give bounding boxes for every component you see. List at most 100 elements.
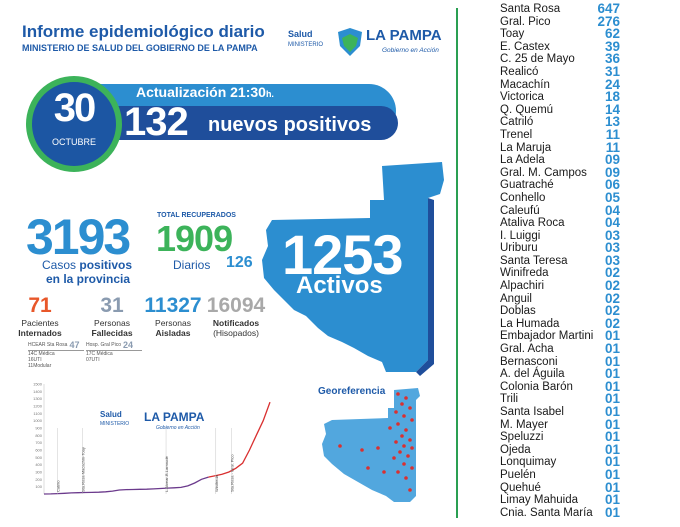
hospital-note-title: Hosp. Gral Pico: [86, 342, 122, 348]
locality-count: 03: [604, 240, 620, 256]
hospital-note-gral-pico: Hosp. Gral Pico 24 17C Médica 07UTI: [86, 340, 142, 363]
locality-count: 01: [604, 328, 620, 344]
hospital-note-line: 07UTI: [86, 357, 100, 363]
locality-count: 31: [604, 63, 620, 79]
georef-dots: [338, 392, 414, 492]
locality-name: La Humada: [500, 317, 560, 330]
stat-label-line: Internados: [18, 328, 62, 338]
locality-count: 02: [604, 278, 620, 294]
locality-row: Puelén 01: [500, 466, 620, 482]
y-tick-label: 1500: [33, 382, 43, 387]
locality-row: I. Luiggi 03: [500, 227, 620, 243]
locality-name: A. del Águila: [500, 368, 565, 381]
locality-name: Q. Quemú: [500, 103, 554, 116]
annotation-label: Winifreda: [214, 474, 219, 492]
locality-name: Bernasconi: [500, 355, 558, 368]
locality-name: Macachín: [500, 78, 550, 91]
locality-name: Catriló: [500, 116, 534, 129]
locality-name: La Maruja: [500, 141, 552, 154]
annotation-label: Sta.Rosa - Gral. Pico: [230, 454, 235, 492]
stat-isolated-value: 11327: [144, 294, 202, 317]
locality-row: Santa Teresa 03: [500, 254, 620, 268]
locality-row: Alpachiri 02: [500, 278, 620, 294]
locality-name: Speluzzi: [500, 431, 544, 444]
locality-row: Guatraché 06: [500, 178, 620, 192]
update-time: Actualización 21:30h.: [136, 84, 274, 100]
locality-row: M. Mayer 01: [500, 417, 620, 432]
locality-row: Gral. Pico 276: [500, 13, 620, 29]
stat-hospitalized-value: 71: [28, 294, 52, 317]
locality-count: 01: [604, 479, 620, 495]
recovered-count: 1909: [156, 218, 233, 259]
locality-count: 03: [604, 227, 620, 243]
locality-count: 39: [604, 38, 620, 54]
cases-province-label: en la provincia: [46, 272, 131, 286]
hospital-note-santa-rosa: HCEAR Sta Rosa 47 14C Médica 16UTI 11Mod…: [28, 340, 84, 369]
locality-name: Santa Isabel: [500, 406, 564, 418]
locality-row: Limay Mahuida 01: [500, 493, 620, 507]
active-cases-chart: 100 200 300 400 500 600 700 800 900 1000 1100 1200 1…: [33, 382, 271, 495]
locality-count: 02: [604, 303, 620, 319]
locality-row: Cnia. Santa María 01: [500, 506, 620, 520]
locality-name: Embajador Martini: [500, 330, 594, 343]
stat-label-line: (Hisopados): [213, 328, 259, 338]
georef-province: [322, 388, 420, 502]
locality-row: Quehué 01: [500, 479, 620, 495]
logo-gobierno: Gobierno en Acción: [382, 47, 439, 54]
locality-count: 04: [604, 202, 620, 218]
locality-row: A. del Águila 01: [500, 367, 620, 381]
stat-notified-label: Notificados (Hisopados): [203, 318, 269, 338]
cases-label-word: Casos: [42, 258, 77, 272]
locality-row: La Adela 09: [500, 153, 620, 167]
locality-row: Winifreda 02: [500, 266, 620, 280]
new-positives-banner: [108, 106, 398, 140]
georeference-label: Georeferencia: [318, 386, 386, 397]
logo-la-pampa: LA PAMPA: [366, 27, 442, 44]
locality-row: Ojeda 01: [500, 443, 620, 457]
hospital-note-line: 16UTI: [28, 357, 42, 363]
locality-count: 01: [604, 353, 620, 369]
locality-count: 01: [604, 466, 620, 482]
locality-name: Realicó: [500, 65, 539, 78]
locality-count: 01: [604, 378, 620, 394]
locality-count: 24: [604, 76, 620, 92]
locality-row: E. Castex 39: [500, 38, 620, 54]
locality-row: Toay 62: [500, 27, 620, 41]
stat-isolated-label: Personas Aisladas: [140, 318, 206, 338]
la-pampa-map: [262, 162, 444, 376]
hospital-note-value: 24: [123, 340, 134, 350]
locality-count: 04: [604, 215, 620, 231]
date-circle: [26, 76, 122, 172]
locality-name: Toay: [500, 28, 525, 41]
locality-name: Gral. M. Campos: [500, 166, 587, 179]
y-tick-label: 200: [35, 477, 42, 482]
locality-row: Embajador Martini 01: [500, 328, 620, 344]
chart-logo-salud: Salud: [100, 410, 122, 419]
locality-row: Santa Isabel 01: [500, 405, 620, 419]
annotation-label: Sta.Rosa-Macachín-Toay: [80, 447, 85, 492]
locality-row: Q. Quemú 14: [500, 103, 620, 117]
y-tick-label: 1200: [33, 404, 43, 409]
total-cases-count: 3193: [26, 209, 131, 265]
total-cases-label: Casos positivos: [42, 258, 132, 272]
locality-name: Winifreda: [500, 267, 549, 280]
annotation-label: L.Alvear-B.Larroudé: [164, 455, 169, 492]
y-tick-label: 800: [35, 433, 42, 438]
locality-name: Limay Mahuida: [500, 494, 578, 507]
series-line-recent: [208, 401, 271, 478]
logo-salud: Salud: [288, 29, 313, 39]
locality-count: 276: [597, 13, 620, 29]
stat-label-line: Notificados: [212, 318, 260, 328]
locality-count: 11: [605, 139, 620, 155]
y-tick-label: 700: [35, 440, 42, 445]
locality-row: Trenel 11: [500, 128, 620, 142]
locality-count: 01: [604, 429, 620, 445]
locality-name: Conhello: [500, 191, 546, 204]
hospital-note-line: 17C Médica: [86, 351, 113, 357]
stat-hospitalized-label: Pacientes Internados: [7, 318, 73, 338]
locality-row: Victorica 18: [500, 90, 620, 104]
province-shadow: [416, 198, 434, 376]
stat-label-line: Pacientes: [21, 318, 59, 328]
locality-name: Puelén: [500, 468, 536, 481]
hospital-note-title: HCEAR Sta Rosa: [28, 342, 68, 348]
